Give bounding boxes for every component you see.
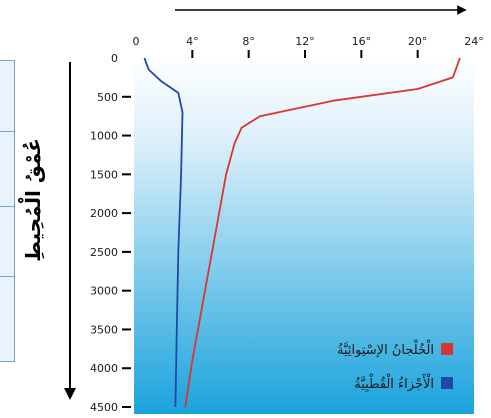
legend-label-polar: الْأَجْزاءُ الْقُطْبِيَّةُ bbox=[354, 373, 434, 392]
legend-swatch-equatorial bbox=[441, 343, 453, 355]
series-line-polar bbox=[143, 57, 184, 408]
series-group bbox=[143, 57, 461, 408]
x-tick-label: 24° bbox=[464, 35, 484, 48]
series-line-equatorial bbox=[184, 57, 461, 408]
x-tick-label: 4° bbox=[186, 35, 199, 48]
plot-background bbox=[134, 58, 474, 414]
y-tick-label: 1500 bbox=[90, 168, 118, 181]
x-tick-label: 8° bbox=[242, 35, 255, 48]
y-tick-label: 2000 bbox=[90, 207, 118, 220]
legend-swatch-polar bbox=[441, 377, 453, 389]
panel-divider bbox=[0, 206, 14, 207]
x-tick-label: 0 bbox=[133, 35, 140, 48]
y-axis-title: عُمْقُ الْمُحِيطِ bbox=[18, 138, 45, 262]
panel-divider bbox=[0, 131, 14, 132]
x-tick-label: 20° bbox=[408, 35, 428, 48]
x-tick-label: 12° bbox=[295, 35, 315, 48]
x-tick-label: 16° bbox=[352, 35, 372, 48]
y-tick-label: 1000 bbox=[90, 130, 118, 143]
y-tick-label: 4500 bbox=[90, 401, 118, 414]
y-tick-label: 3000 bbox=[90, 285, 118, 298]
cropped-side-panel bbox=[0, 60, 15, 362]
legend: الْخُلْجانُ الإسْتِوائِيَّةُ الْأَجْزاءُ… bbox=[337, 339, 453, 392]
x-tick-group: 0 4° 8° 12° 16° 20° 24° bbox=[133, 35, 484, 58]
legend-label-equatorial: الْخُلْجانُ الإسْتِوائِيَّةُ bbox=[337, 339, 434, 358]
y-tick-label: 2500 bbox=[90, 246, 118, 259]
y-tick-label: 4000 bbox=[90, 362, 118, 375]
y-tick-label: 3500 bbox=[90, 323, 118, 336]
panel-divider bbox=[0, 276, 14, 277]
y-tick-label: 500 bbox=[97, 91, 118, 104]
y-tick-group: 0 500 1000 1500 2000 2500 3000 3500 4000 4500 bbox=[90, 52, 131, 414]
y-tick-label: 0 bbox=[111, 52, 118, 65]
